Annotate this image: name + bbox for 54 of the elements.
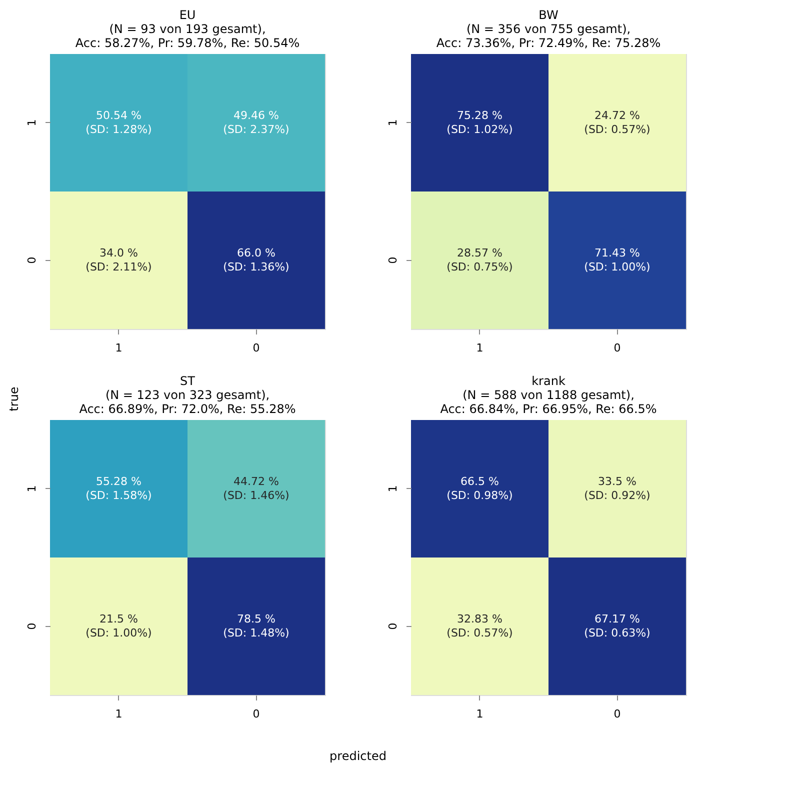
data-label: 49.46 % <box>234 108 279 122</box>
x-tick-label: 0 <box>614 708 621 720</box>
data-label: 66.5 % <box>460 474 499 488</box>
y-tick-label: 1 <box>386 119 400 126</box>
data-label: 71.43 % <box>594 246 640 260</box>
data-label: 28.57 % <box>457 246 502 260</box>
data-label: 24.72 % <box>594 108 640 122</box>
x-tick-label: 0 <box>252 708 260 720</box>
data-label: 50.54 % <box>96 108 142 122</box>
annotation: (SD: 1.00%) <box>86 626 152 640</box>
annotation: (SD: 0.57%) <box>446 626 513 640</box>
data-label: 21.5 % <box>100 612 138 626</box>
x-tick-label: 0 <box>252 342 260 354</box>
y-tick-label: 0 <box>26 622 38 630</box>
y-axis-title: true <box>7 386 21 412</box>
y-tick-label: 0 <box>26 256 38 264</box>
annotation: (SD: 0.75%) <box>446 260 513 274</box>
data-label: 34.0 % <box>100 246 138 260</box>
chart-title: BW (N = 356 von 755 gesamt), Acc: 73.36%, Pr: 72.49%, Re: 75.28% <box>436 8 661 50</box>
x-axis-title: predicted <box>330 749 386 763</box>
data-label: 78.5 % <box>237 612 276 626</box>
data-label: 44.72 % <box>234 474 279 488</box>
annotation: (SD: 1.46%) <box>223 488 290 502</box>
y-tick-label: 1 <box>26 485 38 492</box>
annotation: (SD: 2.37%) <box>223 122 290 136</box>
x-tick-label: 1 <box>115 342 122 354</box>
annotation: (SD: 1.48%) <box>223 626 290 640</box>
annotation: (SD: 0.63%) <box>584 626 650 640</box>
data-label: 66.0 % <box>237 246 276 260</box>
annotation: (SD: 1.00%) <box>584 260 650 274</box>
data-label: 55.28 % <box>96 474 142 488</box>
y-tick-label: 0 <box>386 256 400 264</box>
annotation: (SD: 0.98%) <box>446 488 513 502</box>
chart-title: EU (N = 93 von 193 gesamt), Acc: 58.27%, Pr: 59.78%, Re: 50.54% <box>75 8 300 50</box>
data-label: 67.17 % <box>594 612 640 626</box>
annotation: (SD: 0.57%) <box>584 122 650 136</box>
x-tick-label: 1 <box>476 708 484 720</box>
x-tick-label: 1 <box>476 342 484 354</box>
annotation: (SD: 1.36%) <box>223 260 290 274</box>
data-label: 33.5 % <box>598 474 636 488</box>
annotation: (SD: 1.02%) <box>446 122 513 136</box>
y-tick-label: 0 <box>386 622 400 630</box>
annotation: (SD: 2.11%) <box>86 260 152 274</box>
x-tick-label: 0 <box>614 342 621 354</box>
data-label: 75.28 % <box>457 108 502 122</box>
annotation: (SD: 1.58%) <box>86 488 152 502</box>
chart-title: krank (N = 588 von 1188 gesamt), Acc: 66.84%, Pr: 66.95%, Re: 66.5% <box>440 374 657 416</box>
y-tick-label: 1 <box>386 485 400 492</box>
annotation: (SD: 0.92%) <box>584 488 650 502</box>
chart-title: ST (N = 123 von 323 gesamt), Acc: 66.89%, Pr: 72.0%, Re: 55.28% <box>79 374 296 416</box>
x-tick-label: 1 <box>115 708 122 720</box>
data-label: 32.83 % <box>457 612 502 626</box>
y-tick-label: 1 <box>26 119 38 126</box>
annotation: (SD: 1.28%) <box>86 122 152 136</box>
